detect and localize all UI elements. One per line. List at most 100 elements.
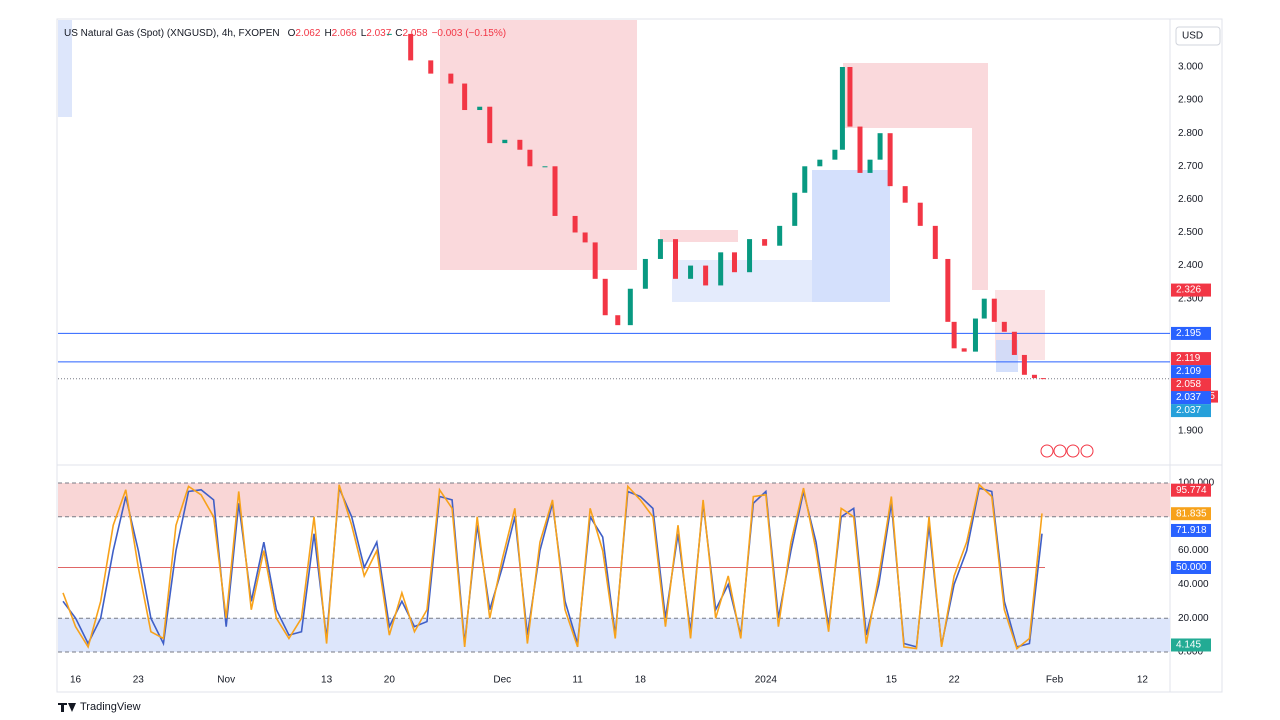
- price-tag: 71.918: [1171, 523, 1211, 537]
- event-icon[interactable]: [1053, 444, 1067, 458]
- price-tag: 2.037: [1171, 391, 1211, 405]
- candle: [747, 239, 753, 273]
- candle: [792, 192, 798, 226]
- symbol: US Natural Gas (Spot) (XNGUSD), 4h, FXOP…: [64, 28, 280, 39]
- price-tag: 81.835: [1171, 507, 1211, 521]
- candle: [802, 166, 808, 193]
- candle: [718, 252, 724, 286]
- ohlc-value: 2.066: [332, 28, 357, 39]
- legend-header: US Natural Gas (Spot) (XNGUSD), 4h, FXOP…: [64, 28, 506, 39]
- ohlc-value: 2.058: [403, 28, 428, 39]
- candle: [847, 66, 853, 127]
- logo: [58, 703, 76, 712]
- x-tick-label: 13: [321, 675, 333, 686]
- candle: [867, 159, 873, 173]
- zone: [972, 128, 988, 290]
- y-tick-label: 60.000: [1178, 545, 1209, 556]
- y-tick-label: 2.500: [1178, 227, 1203, 238]
- candle: [981, 298, 987, 319]
- candle: [762, 239, 768, 246]
- x-tick-label: 18: [635, 675, 647, 686]
- frame: [56, 18, 1223, 693]
- ohlc-value: 2.037: [366, 28, 391, 39]
- y-tick-label: 100.000: [1178, 478, 1215, 489]
- x-tick-label: 22: [949, 675, 961, 686]
- y-tick-label: 2.900: [1178, 95, 1203, 106]
- candle: [972, 318, 978, 352]
- zone: [812, 170, 890, 302]
- candle: [502, 139, 508, 144]
- candle: [517, 139, 523, 150]
- price-tag-label: 50.000: [1176, 562, 1207, 573]
- price-tag-label: 2.058: [1176, 379, 1201, 390]
- candle: [448, 73, 454, 84]
- price-tag-label: 71.918: [1176, 525, 1207, 536]
- price-tag-box: [1171, 561, 1211, 574]
- x-tick-label: 11: [572, 675, 583, 686]
- y-tick-label: 40.000: [1178, 579, 1209, 590]
- ohlc-key: L: [361, 28, 367, 39]
- price-tag-box: [1171, 391, 1211, 405]
- flags: [1040, 444, 1094, 458]
- candle: [832, 149, 838, 160]
- y-tick-label: 20.000: [1178, 613, 1209, 624]
- candle: [1021, 354, 1027, 375]
- candle: [592, 242, 598, 279]
- event-icon[interactable]: [1066, 444, 1080, 458]
- candle: [1011, 331, 1017, 355]
- price-tag-box: [1171, 523, 1211, 537]
- event-icon[interactable]: [1040, 444, 1054, 458]
- oscillator-line: [62, 483, 1043, 650]
- candle: [777, 225, 783, 246]
- price-tag-box: [1171, 352, 1211, 366]
- candle: [642, 258, 648, 289]
- price-tag-label: 95.774: [1176, 485, 1207, 496]
- candle: [1031, 374, 1037, 379]
- candle: [428, 60, 434, 74]
- candle: [657, 239, 663, 259]
- price-tag-label: 2.037: [1176, 405, 1201, 416]
- price-tag-box: [1171, 638, 1211, 652]
- x-tick-label: 23: [133, 675, 145, 686]
- event-icon[interactable]: [1080, 444, 1094, 458]
- candle: [731, 252, 737, 273]
- price-tag-label: 4.145: [1176, 640, 1201, 651]
- price-tag: 2.037: [1171, 404, 1211, 418]
- price-tag-label: 2.037: [1176, 392, 1201, 403]
- candle: [462, 83, 468, 111]
- candle: [951, 321, 957, 349]
- footer: TradingView: [80, 701, 141, 713]
- zone: [440, 20, 637, 270]
- price-tag: 2.326: [1171, 283, 1211, 297]
- x-tick-label: 2024: [755, 675, 778, 686]
- candle: [703, 265, 709, 286]
- price-tag: 95.774: [1171, 483, 1211, 497]
- price-tag-label: 2.195: [1176, 328, 1201, 339]
- candle: [408, 33, 414, 61]
- y-tick-label: 3.000: [1178, 62, 1203, 73]
- price-tag-box: [1171, 507, 1211, 521]
- ohlc-key: H: [324, 28, 331, 39]
- currency-button[interactable]: [1175, 26, 1221, 46]
- candle: [688, 265, 694, 279]
- price-tag-label: 2.109: [1176, 366, 1201, 377]
- ohlc-value: 2.062: [295, 28, 320, 39]
- price-tag: 50.000: [1171, 561, 1211, 574]
- candle: [1001, 321, 1007, 332]
- x-tick-label: Nov: [217, 675, 235, 686]
- ohlc-key: C: [395, 28, 402, 39]
- y-tick-label: 2.300: [1178, 293, 1203, 304]
- candle: [857, 126, 863, 173]
- price-tag-box: [1171, 365, 1211, 379]
- x-tick-label: 12: [1137, 675, 1149, 686]
- candle: [602, 278, 608, 316]
- zone: [843, 63, 988, 128]
- price-tag-label: 2.119: [1176, 353, 1201, 364]
- candle: [627, 288, 633, 326]
- candle: [542, 166, 548, 168]
- candle: [887, 133, 893, 187]
- candle: [582, 232, 588, 243]
- price-tag-box: [1171, 378, 1211, 392]
- candle: [932, 225, 938, 259]
